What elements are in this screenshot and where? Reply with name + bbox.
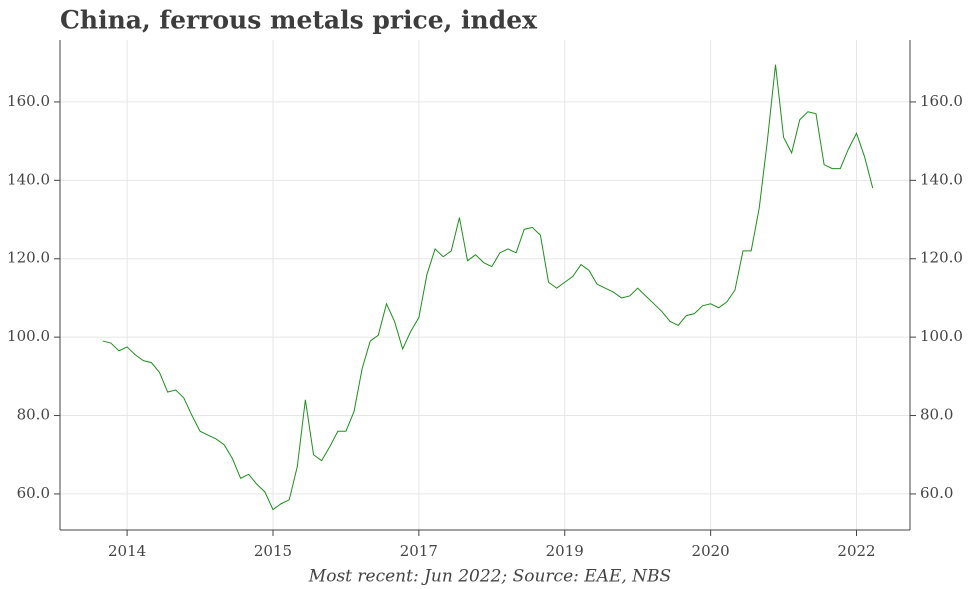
y-tick-label: 140.0 [7, 170, 50, 188]
y2-tick-label: 100.0 [920, 327, 963, 345]
x-tick-label: 2014 [108, 542, 146, 560]
y-tick-label: 80.0 [17, 406, 50, 424]
y2-tick-label: 140.0 [920, 170, 963, 188]
data-line [102, 64, 874, 511]
x-tick-label: 2017 [400, 542, 438, 560]
y2-tick-label: 60.0 [920, 484, 953, 502]
y2-tick-label: 120.0 [920, 249, 963, 267]
x-tick-label: 2020 [692, 542, 730, 560]
y-tick-label: 120.0 [7, 249, 50, 267]
chart-title: China, ferrous metals price, index [60, 6, 538, 35]
x-tick-label: 2022 [837, 542, 875, 560]
y-tick-label: 100.0 [7, 327, 50, 345]
y2-tick-label: 80.0 [920, 406, 953, 424]
x-tick-label: 2019 [546, 542, 584, 560]
x-tick-label: 2015 [254, 542, 292, 560]
caption: Most recent: Jun 2022; Source: EAE, NBS [308, 567, 671, 587]
y2-tick-label: 160.0 [920, 92, 963, 110]
y-tick-label: 160.0 [7, 92, 50, 110]
y-tick-label: 60.0 [17, 484, 50, 502]
